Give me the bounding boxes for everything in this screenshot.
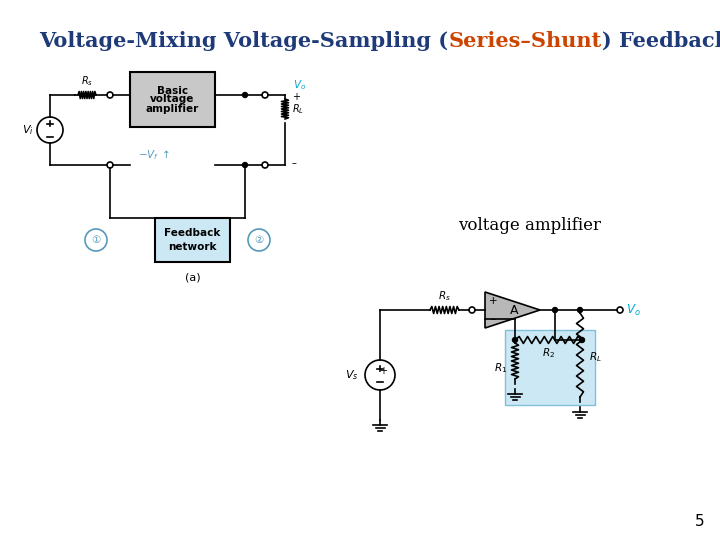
FancyBboxPatch shape [505, 330, 595, 405]
Circle shape [552, 307, 557, 313]
Text: amplifier: amplifier [146, 104, 199, 113]
Text: A: A [510, 303, 518, 316]
FancyBboxPatch shape [130, 72, 215, 127]
Text: $V_s$: $V_s$ [346, 368, 359, 382]
Text: $V_i$: $V_i$ [22, 123, 34, 137]
Circle shape [577, 307, 582, 313]
Text: +: + [489, 296, 498, 306]
Text: Feedback: Feedback [164, 228, 221, 238]
Text: $V_o$: $V_o$ [626, 302, 641, 318]
FancyBboxPatch shape [155, 218, 230, 262]
Text: $-V_f$ $\uparrow$: $-V_f$ $\uparrow$ [138, 148, 171, 162]
Text: voltage amplifier: voltage amplifier [459, 217, 601, 233]
Text: $R_1$: $R_1$ [495, 362, 508, 375]
Text: Basic: Basic [157, 85, 188, 96]
Text: ①: ① [91, 235, 101, 245]
Text: $R_L$: $R_L$ [292, 102, 304, 116]
Circle shape [513, 338, 518, 342]
Text: Series–Shunt: Series–Shunt [449, 31, 602, 51]
Circle shape [243, 92, 248, 98]
Text: –: – [292, 158, 297, 168]
Text: $R_s$: $R_s$ [438, 289, 451, 303]
Text: ②: ② [254, 235, 264, 245]
Text: ) Feedback: ) Feedback [602, 31, 720, 51]
Text: $V_o$: $V_o$ [293, 78, 306, 92]
Text: (a): (a) [185, 272, 200, 282]
Text: Voltage-Mixing Voltage-Sampling (: Voltage-Mixing Voltage-Sampling ( [40, 31, 449, 51]
Text: $R_2$: $R_2$ [542, 346, 555, 360]
Text: $R_L$: $R_L$ [589, 350, 602, 365]
Text: network: network [168, 242, 217, 252]
Text: +: + [379, 366, 387, 376]
Text: +: + [292, 92, 300, 102]
Circle shape [243, 163, 248, 167]
Text: $R_s$: $R_s$ [81, 74, 93, 88]
Text: 5: 5 [696, 515, 705, 530]
Polygon shape [485, 292, 540, 328]
Text: voltage: voltage [150, 94, 194, 105]
Text: –: – [490, 314, 495, 324]
Circle shape [580, 338, 585, 342]
